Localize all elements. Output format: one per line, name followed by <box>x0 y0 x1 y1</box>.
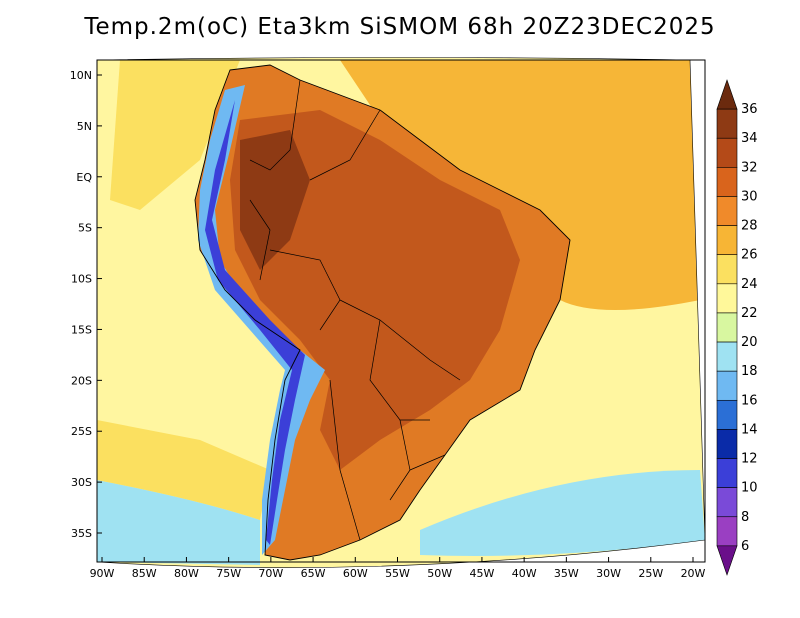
colorbar-segment <box>716 283 738 314</box>
longitude-axis: 90W 85W 80W 75W 70W 65W 60W 55W 50W 45W 40W 35W 30W 2… <box>90 557 706 580</box>
colorbar-label: 20 <box>741 335 758 350</box>
colorbar-segment <box>716 108 738 139</box>
colorbar-segment <box>716 196 738 226</box>
colorbar-label: 16 <box>741 393 758 408</box>
lon-label: 35W <box>554 567 579 580</box>
colorbar-label: 8 <box>741 510 749 525</box>
lon-label: 20W <box>681 567 706 580</box>
lon-label: 85W <box>132 567 157 580</box>
colorbar-segment <box>716 516 738 547</box>
colorbar-segment <box>716 254 738 285</box>
lon-label: 70W <box>258 567 283 580</box>
colorbar-segment <box>716 487 738 518</box>
tropical-ocean-region <box>340 60 700 310</box>
colorbar-label: 36 <box>741 102 758 117</box>
country-borders <box>194 64 571 561</box>
colorbar-label: 10 <box>741 481 758 496</box>
lat-label: 10N <box>70 69 92 82</box>
colorbar-segment <box>716 79 738 110</box>
lon-label: 25W <box>638 567 663 580</box>
map-domain <box>97 57 705 568</box>
temperature-colorbar: 36 34 32 30 28 26 24 22 20 18 16 14 12 10 8 6 <box>716 79 758 576</box>
lat-label: 20S <box>71 374 92 387</box>
colorbar-label: 32 <box>741 160 758 175</box>
lat-label: 30S <box>71 476 92 489</box>
colorbar-segment <box>716 545 738 576</box>
lon-label: 55W <box>385 567 410 580</box>
colorbar-label: 34 <box>741 131 758 146</box>
andes-highlands <box>205 100 305 545</box>
colorbar-segment <box>716 429 738 459</box>
lon-label: 90W <box>90 567 115 580</box>
lat-label: EQ <box>76 171 92 184</box>
colorbar-label: 24 <box>741 277 758 292</box>
south-atlantic-cool-region <box>420 470 705 556</box>
pacific-mild-region <box>97 420 270 520</box>
colorbar-label: 6 <box>741 539 749 554</box>
lat-label: 35S <box>71 527 92 540</box>
colorbar-segment <box>716 225 738 256</box>
south-pacific-cool-region <box>97 480 260 565</box>
colorbar-label: 26 <box>741 248 758 263</box>
lat-label: 25S <box>71 425 92 438</box>
colorbar-label: 18 <box>741 364 758 379</box>
colorbar-segment <box>716 137 738 168</box>
lon-label: 50W <box>427 567 452 580</box>
map-frame <box>96 59 706 563</box>
colorbar-segment <box>716 312 738 343</box>
lat-label: 5N <box>77 120 92 133</box>
lon-label: 30W <box>596 567 621 580</box>
colorbar-label: 30 <box>741 189 758 204</box>
lat-label: 15S <box>71 323 92 336</box>
colorbar-label: 28 <box>741 219 758 234</box>
colorbar-label: 14 <box>741 422 758 437</box>
colorbar-segment <box>716 341 738 372</box>
lon-label: 60W <box>343 567 368 580</box>
lat-label: 5S <box>78 222 92 235</box>
colorbar-segment <box>716 167 738 197</box>
lon-label: 45W <box>469 567 494 580</box>
colorbar-segment <box>716 458 738 488</box>
colorbar-segment <box>716 370 738 401</box>
lon-label: 40W <box>512 567 537 580</box>
lon-label: 65W <box>301 567 326 580</box>
lat-label: 10S <box>71 273 92 286</box>
colorbar-segment <box>716 399 738 430</box>
northwest-hottest-region <box>240 130 310 270</box>
map-title: Temp.2m(oC) Eta3km SiSMOM 68h 20Z23DEC20… <box>84 14 716 40</box>
colorbar-label: 12 <box>741 452 758 467</box>
colorbar-label: 22 <box>741 306 758 321</box>
lon-label: 80W <box>174 567 199 580</box>
pacific-warm-region <box>110 60 240 210</box>
lon-label: 75W <box>216 567 241 580</box>
latitude-axis: 10N 5N EQ 5S 10S 15S 20S 25S 30S 35S <box>70 69 102 540</box>
